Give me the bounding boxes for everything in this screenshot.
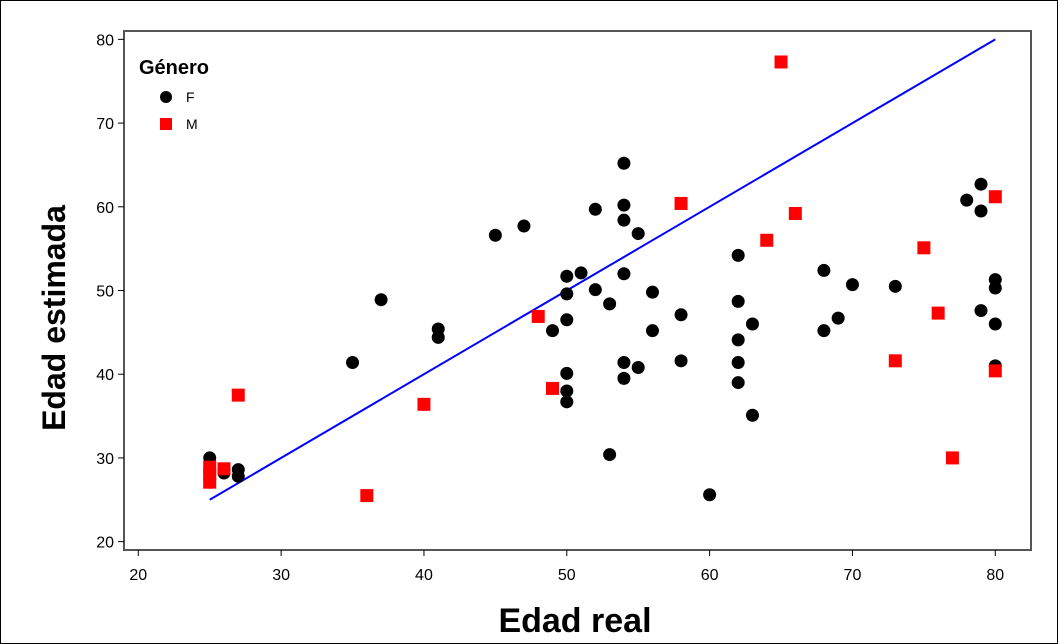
x-tick-label: 80 — [986, 567, 1004, 584]
point-f — [617, 355, 631, 369]
y-tick-label: 80 — [96, 32, 114, 49]
point-f — [617, 156, 631, 170]
point-f — [346, 355, 360, 369]
point-m — [931, 306, 945, 320]
point-f — [588, 283, 602, 297]
y-tick-label: 30 — [96, 451, 114, 468]
point-m — [360, 489, 374, 503]
data-points — [203, 55, 1002, 503]
x-tick-label: 30 — [272, 567, 290, 584]
point-f — [988, 281, 1002, 295]
legend: Género FM — [139, 57, 209, 132]
legend-marker-f — [160, 91, 172, 103]
point-f — [603, 297, 617, 311]
point-m — [988, 364, 1002, 378]
point-f — [560, 287, 574, 301]
point-f — [588, 202, 602, 216]
point-f — [831, 311, 845, 325]
x-tick-label: 40 — [415, 567, 433, 584]
x-tick-label: 20 — [129, 567, 147, 584]
y-tick-label: 70 — [96, 116, 114, 133]
point-f — [731, 355, 745, 369]
point-f — [817, 324, 831, 338]
point-f — [974, 304, 988, 318]
point-f — [560, 366, 574, 380]
point-f — [731, 248, 745, 262]
point-f — [231, 469, 245, 483]
legend-title: Género — [139, 57, 209, 79]
point-f — [617, 371, 631, 385]
point-f — [631, 227, 645, 241]
point-f — [431, 330, 445, 344]
point-f — [631, 361, 645, 375]
point-m — [231, 388, 245, 402]
y-tick-label: 40 — [96, 367, 114, 384]
x-axis-title: Edad real — [498, 602, 651, 640]
point-m — [760, 233, 774, 247]
point-f — [731, 333, 745, 347]
point-m — [788, 206, 802, 220]
point-f — [603, 448, 617, 462]
legend-marker-m — [160, 118, 172, 130]
point-f — [988, 317, 1002, 331]
point-m — [531, 309, 545, 323]
point-f — [974, 177, 988, 191]
point-m — [674, 196, 688, 210]
legend-label-f: F — [186, 89, 195, 105]
point-m — [774, 55, 788, 69]
point-f — [560, 269, 574, 283]
point-f — [974, 204, 988, 218]
legend-entries: FM — [160, 89, 198, 132]
y-axis: 20 30 40 50 60 70 80 — [96, 32, 124, 552]
point-f — [617, 267, 631, 281]
point-m — [945, 451, 959, 465]
x-tick-label: 70 — [844, 567, 862, 584]
point-f — [560, 384, 574, 398]
point-m — [917, 241, 931, 255]
plot-area — [123, 30, 1032, 551]
y-tick-label: 60 — [96, 200, 114, 217]
point-f — [574, 266, 588, 280]
x-axis: 20 30 40 50 60 70 80 — [129, 550, 1004, 584]
point-f — [560, 313, 574, 327]
point-f — [560, 395, 574, 409]
point-f — [817, 263, 831, 277]
point-f — [674, 308, 688, 322]
point-f — [703, 488, 717, 502]
point-f — [745, 408, 759, 422]
point-m — [203, 475, 217, 489]
point-f — [645, 324, 659, 338]
point-f — [488, 228, 502, 242]
point-f — [517, 219, 531, 233]
y-tick-label: 50 — [96, 284, 114, 301]
y-tick-label: 20 — [96, 535, 114, 552]
point-m — [988, 190, 1002, 204]
point-f — [731, 376, 745, 390]
x-tick-label: 50 — [558, 567, 576, 584]
legend-label-m: M — [186, 116, 198, 132]
point-f — [960, 193, 974, 207]
point-f — [645, 285, 659, 299]
y-axis-title: Edad estimada — [36, 205, 72, 431]
point-m — [888, 354, 902, 368]
point-f — [888, 279, 902, 293]
point-f — [845, 278, 859, 292]
point-f — [546, 324, 560, 338]
point-m — [217, 462, 231, 476]
point-m — [417, 397, 431, 411]
point-f — [674, 354, 688, 368]
reference-line — [209, 38, 996, 501]
point-f — [374, 293, 388, 307]
point-f — [731, 294, 745, 308]
point-f — [617, 198, 631, 212]
point-f — [745, 317, 759, 331]
x-tick-label: 60 — [701, 567, 719, 584]
point-m — [546, 381, 560, 395]
point-f — [617, 213, 631, 227]
